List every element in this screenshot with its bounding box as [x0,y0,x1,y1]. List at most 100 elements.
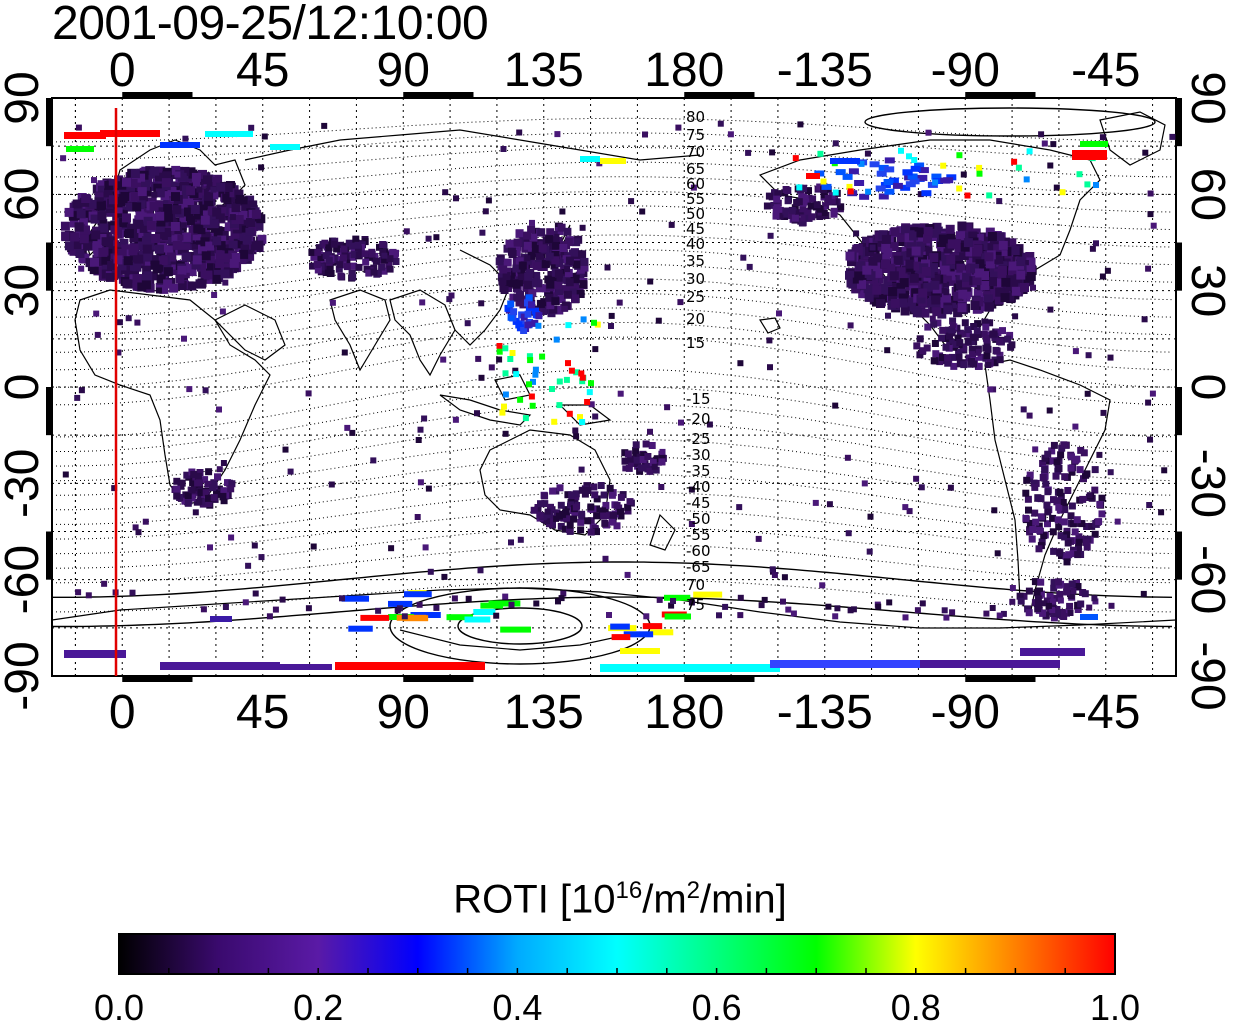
roti-point [544,508,551,515]
roti-point [1145,399,1152,406]
roti-point [848,168,859,175]
bottom-lon-tick: 135 [504,686,584,739]
roti-point [873,268,883,278]
roti-point [746,263,753,270]
roti-point [536,511,544,519]
roti-point [649,458,657,466]
roti-point [736,504,743,511]
roti-point [570,275,579,284]
roti-point [788,212,796,219]
roti-point [844,454,851,461]
roti-point [379,241,387,248]
roti-point [201,224,210,234]
roti-point [181,240,191,250]
roti-point [625,464,633,472]
roti-point [944,354,952,362]
roti-point [530,506,538,514]
roti-point [604,264,611,271]
roti-point [197,497,204,505]
roti-point [154,244,164,254]
roti-point [862,265,872,275]
roti-point [627,455,635,463]
roti-point [982,323,990,331]
roti-point [1026,265,1036,275]
roti-point [993,347,1001,355]
roti-point [565,360,571,367]
roti-point [381,256,389,264]
roti-point [990,289,1000,298]
colorbar-title-exponent: 16 [615,877,643,904]
roti-point [1107,354,1114,361]
roti-point [906,153,912,160]
roti-point [980,232,989,242]
roti-point [529,233,538,242]
roti-point [130,267,139,277]
roti-point [198,244,207,254]
roti-point [644,462,652,470]
roti-point [819,582,826,589]
roti-point [617,507,624,515]
roti-point [850,606,857,613]
mlat-label: 15 [686,334,705,352]
roti-point [97,211,107,221]
roti-point [362,258,370,266]
mlat-label: 60 [686,175,705,193]
roti-point [1086,492,1093,499]
roti-point [370,264,378,272]
roti-point [239,249,249,259]
roti-point [500,286,509,294]
roti-point [442,189,449,196]
roti-point [937,309,947,319]
roti-point [909,231,919,241]
roti-point [1067,610,1074,616]
roti-point [64,650,126,658]
roti-point [1009,585,1016,591]
roti-point [551,418,558,425]
roti-point [804,198,812,206]
roti-point [942,335,950,342]
roti-point [446,296,453,303]
roti-point [964,192,971,199]
roti-point [1026,412,1033,419]
roti-point [930,228,939,238]
roti-point [613,522,621,530]
roti-point [368,250,376,258]
roti-point [161,234,168,240]
roti-point [517,536,524,543]
roti-point [948,302,958,312]
roti-point [528,239,537,248]
roti-point [550,261,559,270]
roti-point [588,401,595,408]
roti-point [1050,578,1058,586]
roti-point [905,302,915,312]
roti-point [557,522,565,530]
roti-point [392,258,400,265]
roti-point [110,263,117,270]
roti-point [235,194,245,204]
roti-point [918,288,928,298]
roti-point [650,629,674,636]
roti-point [909,273,919,283]
roti-point [617,512,625,520]
roti-point [994,295,1004,305]
roti-point [1023,476,1031,484]
roti-point [1074,606,1082,613]
roti-point [624,507,632,515]
roti-point [554,131,561,138]
roti-point [575,285,584,294]
roti-point [552,246,561,255]
roti-point [422,544,429,551]
roti-point [134,219,144,229]
roti-point [1035,522,1043,530]
roti-point [132,524,139,531]
roti-point [173,485,181,493]
roti-point [1067,592,1075,599]
colorbar: 0.0 0.2 0.4 0.6 0.8 1.0 [94,933,1140,1024]
roti-point [155,172,164,182]
roti-point [771,572,778,578]
roti-point [991,359,999,367]
roti-point [108,195,118,205]
roti-point [502,272,511,281]
roti-point [821,183,832,190]
roti-point [910,165,921,172]
